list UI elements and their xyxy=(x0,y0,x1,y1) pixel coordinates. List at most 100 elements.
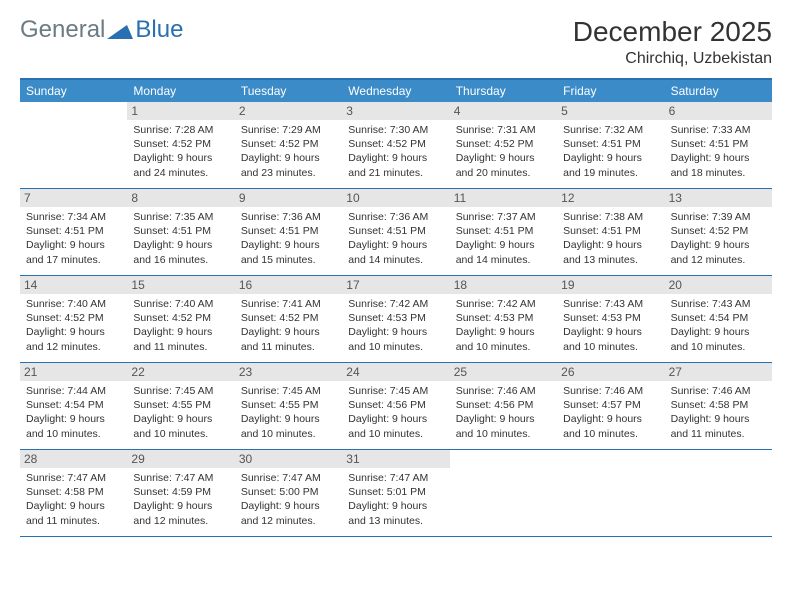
day-number: 15 xyxy=(127,276,234,294)
day-cell: 27 Sunrise: 7:46 AMSunset: 4:58 PMDayligh… xyxy=(665,363,772,449)
day-number: 12 xyxy=(557,189,664,207)
day-cell: 7 Sunrise: 7:34 AMSunset: 4:51 PMDaylight… xyxy=(20,189,127,275)
day-cell: 30 Sunrise: 7:47 AMSunset: 5:00 PMDayligh… xyxy=(235,450,342,536)
day-info: Sunrise: 7:31 AMSunset: 4:52 PMDaylight:… xyxy=(456,123,551,180)
day-cell: 3Sunrise: 7:30 AMSunset: 4:52 PMDaylight… xyxy=(342,102,449,188)
calendar-page: General Blue December 2025 Chirchiq, Uzb… xyxy=(0,0,792,553)
day-number: 27 xyxy=(665,363,772,381)
day-cell xyxy=(557,450,664,536)
day-number: 4 xyxy=(450,102,557,120)
day-number: 25 xyxy=(450,363,557,381)
day-number: 24 xyxy=(342,363,449,381)
day-info: Sunrise: 7:36 AMSunset: 4:51 PMDaylight:… xyxy=(348,210,443,267)
day-info: Sunrise: 7:46 AMSunset: 4:57 PMDaylight:… xyxy=(563,384,658,441)
day-cell: 1 Sunrise: 7:28 AMSunset: 4:52 PMDaylight… xyxy=(127,102,234,188)
day-info: Sunrise: 7:46 AMSunset: 4:58 PMDaylight:… xyxy=(671,384,766,441)
day-number: 23 xyxy=(235,363,342,381)
header: General Blue December 2025 Chirchiq, Uzb… xyxy=(20,16,772,68)
day-number: 18 xyxy=(450,276,557,294)
day-number: 7 xyxy=(20,189,127,207)
day-cell: 2 Sunrise: 7:29 AMSunset: 4:52 PMDaylight… xyxy=(235,102,342,188)
day-info: Sunrise: 7:28 AMSunset: 4:52 PMDaylight:… xyxy=(133,123,228,180)
day-number: 17 xyxy=(342,276,449,294)
day-number: 2 xyxy=(235,102,342,120)
brand-text-2: Blue xyxy=(135,16,183,44)
location-label: Chirchiq, Uzbekistan xyxy=(573,50,772,68)
day-cell: 13Sunrise: 7:39 AMSunset: 4:52 PMDayligh… xyxy=(665,189,772,275)
day-number: 30 xyxy=(235,450,342,468)
dow-header: Wednesday xyxy=(342,80,449,102)
day-cell: 24 Sunrise: 7:45 AMSunset: 4:56 PMDayligh… xyxy=(342,363,449,449)
day-cell: 17 Sunrise: 7:42 AMSunset: 4:53 PMDayligh… xyxy=(342,276,449,362)
day-number: 10 xyxy=(342,189,449,207)
day-info: Sunrise: 7:47 AMSunset: 5:00 PMDaylight:… xyxy=(241,471,336,528)
day-number: 31 xyxy=(342,450,449,468)
day-cell xyxy=(665,450,772,536)
dow-header: Tuesday xyxy=(235,80,342,102)
dow-header: Monday xyxy=(127,80,234,102)
day-cell: 14 Sunrise: 7:40 AMSunset: 4:52 PMDayligh… xyxy=(20,276,127,362)
day-info: Sunrise: 7:43 AMSunset: 4:54 PMDaylight:… xyxy=(671,297,766,354)
weeks-container: 1 Sunrise: 7:28 AMSunset: 4:52 PMDaylight… xyxy=(20,102,772,537)
day-number: 9 xyxy=(235,189,342,207)
day-info: Sunrise: 7:36 AMSunset: 4:51 PMDaylight:… xyxy=(241,210,336,267)
day-info: Sunrise: 7:45 AMSunset: 4:55 PMDaylight:… xyxy=(133,384,228,441)
day-info: Sunrise: 7:34 AMSunset: 4:51 PMDaylight:… xyxy=(26,210,121,267)
day-number: 8 xyxy=(127,189,234,207)
day-info: Sunrise: 7:39 AMSunset: 4:52 PMDaylight:… xyxy=(671,210,766,267)
day-cell: 15Sunrise: 7:40 AMSunset: 4:52 PMDayligh… xyxy=(127,276,234,362)
day-cell: 20Sunrise: 7:43 AMSunset: 4:54 PMDayligh… xyxy=(665,276,772,362)
dow-header-row: Sunday Monday Tuesday Wednesday Thursday… xyxy=(20,80,772,102)
day-info: Sunrise: 7:32 AMSunset: 4:51 PMDaylight:… xyxy=(563,123,658,180)
week-row: 14 Sunrise: 7:40 AMSunset: 4:52 PMDayligh… xyxy=(20,276,772,363)
day-cell: 16 Sunrise: 7:41 AMSunset: 4:52 PMDayligh… xyxy=(235,276,342,362)
day-cell: 21 Sunrise: 7:44 AMSunset: 4:54 PMDayligh… xyxy=(20,363,127,449)
day-cell: 18 Sunrise: 7:42 AMSunset: 4:53 PMDayligh… xyxy=(450,276,557,362)
day-info: Sunrise: 7:29 AMSunset: 4:52 PMDaylight:… xyxy=(241,123,336,180)
day-info: Sunrise: 7:38 AMSunset: 4:51 PMDaylight:… xyxy=(563,210,658,267)
day-info: Sunrise: 7:43 AMSunset: 4:53 PMDaylight:… xyxy=(563,297,658,354)
day-info: Sunrise: 7:44 AMSunset: 4:54 PMDaylight:… xyxy=(26,384,121,441)
day-cell: 25 Sunrise: 7:46 AMSunset: 4:56 PMDayligh… xyxy=(450,363,557,449)
day-number: 11 xyxy=(450,189,557,207)
day-info: Sunrise: 7:46 AMSunset: 4:56 PMDaylight:… xyxy=(456,384,551,441)
day-info: Sunrise: 7:40 AMSunset: 4:52 PMDaylight:… xyxy=(26,297,121,354)
day-cell: 31Sunrise: 7:47 AMSunset: 5:01 PMDayligh… xyxy=(342,450,449,536)
day-info: Sunrise: 7:41 AMSunset: 4:52 PMDaylight:… xyxy=(241,297,336,354)
dow-header: Saturday xyxy=(665,80,772,102)
calendar-grid: Sunday Monday Tuesday Wednesday Thursday… xyxy=(20,78,772,537)
day-cell: 9 Sunrise: 7:36 AMSunset: 4:51 PMDaylight… xyxy=(235,189,342,275)
day-number: 6 xyxy=(665,102,772,120)
brand-text-1: General xyxy=(20,16,105,44)
day-cell: 4 Sunrise: 7:31 AMSunset: 4:52 PMDaylight… xyxy=(450,102,557,188)
day-cell xyxy=(20,102,127,188)
day-info: Sunrise: 7:42 AMSunset: 4:53 PMDaylight:… xyxy=(456,297,551,354)
dow-header: Friday xyxy=(557,80,664,102)
week-row: 7 Sunrise: 7:34 AMSunset: 4:51 PMDaylight… xyxy=(20,189,772,276)
day-cell: 28Sunrise: 7:47 AMSunset: 4:58 PMDayligh… xyxy=(20,450,127,536)
day-info: Sunrise: 7:45 AMSunset: 4:55 PMDaylight:… xyxy=(241,384,336,441)
day-cell: 23 Sunrise: 7:45 AMSunset: 4:55 PMDayligh… xyxy=(235,363,342,449)
day-number: 1 xyxy=(127,102,234,120)
day-number: 16 xyxy=(235,276,342,294)
week-row: 1 Sunrise: 7:28 AMSunset: 4:52 PMDaylight… xyxy=(20,102,772,189)
day-cell: 26 Sunrise: 7:46 AMSunset: 4:57 PMDayligh… xyxy=(557,363,664,449)
day-info: Sunrise: 7:35 AMSunset: 4:51 PMDaylight:… xyxy=(133,210,228,267)
day-cell: 5 Sunrise: 7:32 AMSunset: 4:51 PMDaylight… xyxy=(557,102,664,188)
day-number: 21 xyxy=(20,363,127,381)
month-title: December 2025 xyxy=(573,16,772,48)
day-info: Sunrise: 7:30 AMSunset: 4:52 PMDaylight:… xyxy=(348,123,443,180)
day-number: 5 xyxy=(557,102,664,120)
day-cell: 8 Sunrise: 7:35 AMSunset: 4:51 PMDaylight… xyxy=(127,189,234,275)
day-number: 28 xyxy=(20,450,127,468)
brand-triangle-icon xyxy=(107,21,133,39)
day-number: 29 xyxy=(127,450,234,468)
day-number: 14 xyxy=(20,276,127,294)
day-cell: 6Sunrise: 7:33 AMSunset: 4:51 PMDaylight… xyxy=(665,102,772,188)
day-info: Sunrise: 7:47 AMSunset: 4:59 PMDaylight:… xyxy=(133,471,228,528)
day-number: 22 xyxy=(127,363,234,381)
day-info: Sunrise: 7:42 AMSunset: 4:53 PMDaylight:… xyxy=(348,297,443,354)
day-cell: 29 Sunrise: 7:47 AMSunset: 4:59 PMDayligh… xyxy=(127,450,234,536)
day-number: 26 xyxy=(557,363,664,381)
day-info: Sunrise: 7:45 AMSunset: 4:56 PMDaylight:… xyxy=(348,384,443,441)
